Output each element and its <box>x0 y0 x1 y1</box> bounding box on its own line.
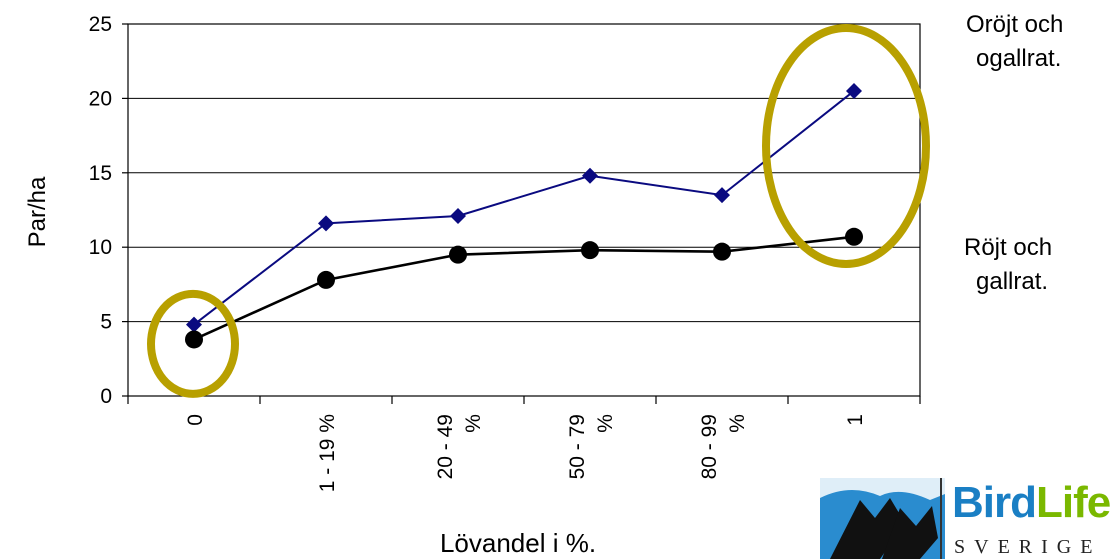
data-point-circle <box>317 270 335 289</box>
legend-series-2-line2: gallrat. <box>976 268 1049 295</box>
series-markers <box>185 82 863 349</box>
data-point-circle <box>185 330 203 349</box>
y-tick-label: 25 <box>89 13 112 36</box>
data-point-circle <box>581 241 599 260</box>
highlight-ellipses <box>147 24 930 398</box>
series-line-1 <box>193 90 855 326</box>
y-tick-label: 5 <box>100 311 112 334</box>
data-point-circle <box>845 227 863 246</box>
logo-bird-text: Bird <box>952 478 1037 527</box>
x-tick-label: 80 - 99 <box>698 414 721 479</box>
data-point-circle <box>713 242 731 261</box>
x-tick-label: % <box>726 414 749 433</box>
x-tick-label: 0 <box>184 414 207 426</box>
x-tick-label: % <box>594 414 617 433</box>
logo-wordmark: BirdLife <box>952 478 1111 528</box>
legend-series-1: Oröjt och ogallrat. <box>966 8 1063 76</box>
bird-emblem-icon <box>820 478 945 559</box>
birdlife-logo: BirdLife SVERIGE <box>820 478 1119 559</box>
legend-series-2-line1: Röjt och <box>964 234 1053 261</box>
y-tick-label: 20 <box>89 87 112 110</box>
axes <box>122 23 921 404</box>
y-axis-label: Par/ha <box>24 176 51 247</box>
x-tick-label: 20 - 49 <box>434 414 457 479</box>
x-tick-label: 1 - 19 % <box>316 414 339 492</box>
legend-series-2: Röjt och gallrat. <box>964 231 1052 299</box>
legend-series-1-line2: ogallrat. <box>976 45 1062 72</box>
y-tick-label: 0 <box>100 385 112 408</box>
y-tick-labels: 0 5 10 15 20 25 <box>89 13 112 408</box>
x-tick-label: 1 <box>844 414 867 426</box>
x-tick-labels: 0 1 - 19 % 20 - 49% 50 - 79% 80 - 99% 1 <box>184 414 867 492</box>
x-axis-label: Lövandel i %. <box>440 528 596 558</box>
data-point-diamond <box>714 187 730 204</box>
data-point-diamond <box>450 207 466 224</box>
y-tick-label: 10 <box>89 236 112 259</box>
logo-subtext: SVERIGE <box>954 536 1102 558</box>
gridlines <box>128 97 920 323</box>
x-tick-label: % <box>462 414 485 433</box>
series-lines <box>193 90 855 341</box>
data-point-diamond <box>582 167 598 184</box>
highlight-ellipse-last <box>762 24 930 269</box>
y-tick-label: 15 <box>89 162 112 185</box>
plot-area-border <box>127 23 921 397</box>
data-point-diamond <box>846 82 862 99</box>
data-point-diamond <box>186 316 202 333</box>
logo-life-text: Life <box>1036 478 1111 527</box>
x-tick-label: 50 - 79 <box>566 414 589 479</box>
highlight-ellipse-first <box>147 289 239 398</box>
data-point-diamond <box>318 215 334 232</box>
series-line-2 <box>193 235 855 341</box>
data-point-circle <box>449 245 467 264</box>
legend-series-1-line1: Oröjt och <box>966 11 1064 38</box>
